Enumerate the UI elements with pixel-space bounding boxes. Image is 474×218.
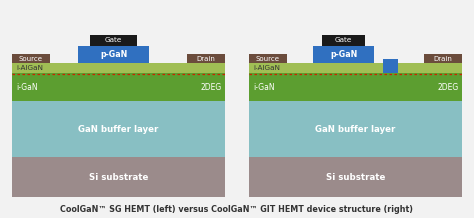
Bar <box>322 35 365 46</box>
Bar <box>78 46 149 63</box>
Text: Si substrate: Si substrate <box>326 173 385 182</box>
Bar <box>249 54 287 63</box>
Bar <box>424 54 462 63</box>
Text: Drain: Drain <box>434 56 453 62</box>
Bar <box>249 63 462 73</box>
Text: CoolGaN™ SG HEMT (left) versus CoolGaN™ GIT HEMT device structure (right): CoolGaN™ SG HEMT (left) versus CoolGaN™ … <box>61 205 413 214</box>
Text: i-GaN: i-GaN <box>254 83 275 92</box>
Bar <box>90 35 137 46</box>
Text: Source: Source <box>19 56 43 62</box>
Bar <box>12 54 50 63</box>
Bar <box>12 101 225 157</box>
Text: i-GaN: i-GaN <box>17 83 38 92</box>
Text: 2DEG: 2DEG <box>200 83 221 92</box>
Bar <box>187 54 225 63</box>
Text: GaN buffer layer: GaN buffer layer <box>315 125 396 134</box>
Text: Drain: Drain <box>197 56 216 62</box>
Text: 2DEG: 2DEG <box>437 83 458 92</box>
Bar <box>383 59 398 73</box>
Bar <box>249 101 462 157</box>
Text: Gate: Gate <box>105 37 122 43</box>
Bar <box>12 63 225 73</box>
Text: p-GaN: p-GaN <box>100 50 128 59</box>
Text: i-AlGaN: i-AlGaN <box>17 65 44 71</box>
Text: Gate: Gate <box>335 37 352 43</box>
Bar <box>313 46 374 63</box>
Bar <box>249 73 462 101</box>
Bar <box>12 157 225 197</box>
Bar <box>12 73 225 101</box>
Bar <box>249 157 462 197</box>
Text: GaN buffer layer: GaN buffer layer <box>78 125 159 134</box>
Text: Si substrate: Si substrate <box>89 173 148 182</box>
Text: Source: Source <box>256 56 280 62</box>
Text: p-GaN: p-GaN <box>330 50 357 59</box>
Text: i-AlGaN: i-AlGaN <box>254 65 281 71</box>
